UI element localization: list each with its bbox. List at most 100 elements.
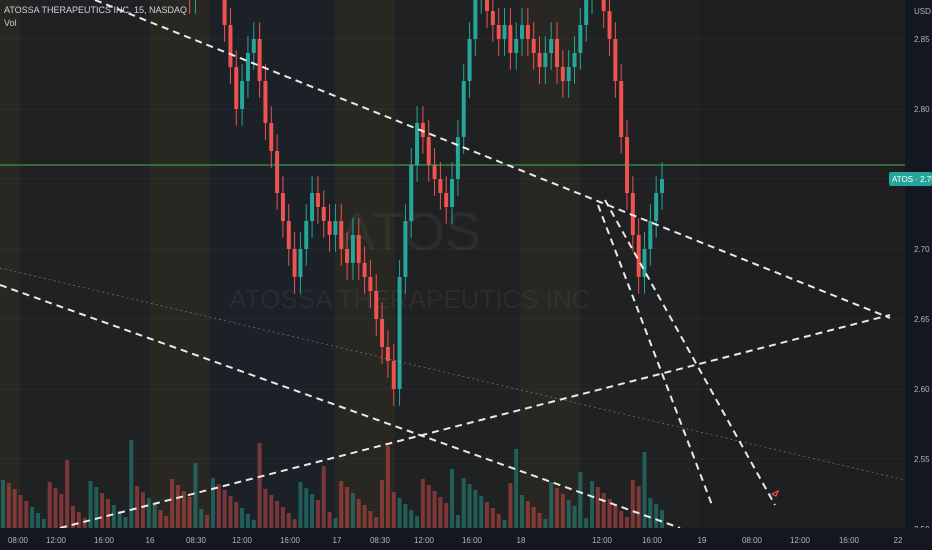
- volume-bar: [100, 493, 105, 528]
- session-band: [395, 0, 520, 528]
- volume-bar: [590, 481, 595, 528]
- volume-bar: [619, 511, 624, 528]
- candle-body: [257, 39, 262, 81]
- candle-body: [490, 11, 495, 25]
- candle-body: [502, 25, 507, 39]
- volume-bar: [263, 489, 268, 528]
- candle-body: [461, 81, 466, 137]
- candle-body: [374, 291, 379, 319]
- volume-bar: [409, 510, 414, 528]
- volume-bar: [12, 489, 17, 528]
- volume-bar: [269, 495, 274, 528]
- candle-body: [660, 179, 664, 193]
- time-tick-label: 22: [894, 536, 903, 545]
- time-tick-label: 12:00: [790, 536, 811, 545]
- volume-bar: [181, 491, 186, 528]
- volume-bar: [467, 484, 472, 528]
- alert-marker-icon[interactable]: [770, 489, 780, 497]
- horizontal-lines[interactable]: [0, 0, 905, 166]
- volume-bar: [298, 482, 303, 528]
- candle-body: [537, 53, 542, 67]
- price-tick-label: 2.70: [914, 245, 930, 254]
- volume-bar: [444, 503, 449, 528]
- volume-bar: [362, 505, 367, 528]
- candle-body: [549, 39, 554, 53]
- volume-bar: [543, 519, 548, 528]
- time-tick-label: 17: [333, 536, 342, 545]
- volume-bar: [175, 485, 180, 528]
- candle-body: [251, 39, 256, 53]
- watermark-name: ATOSSA THERAPEUTICS INC: [229, 284, 590, 314]
- volume-bar: [584, 518, 589, 528]
- volume-bar: [397, 498, 402, 528]
- trendline: [597, 204, 713, 506]
- volume-bar: [123, 517, 128, 528]
- volume-bar: [601, 493, 606, 528]
- volume-bar: [607, 499, 612, 528]
- price-axis[interactable]: 3.103.053.002.952.902.852.802.752.702.65…: [905, 0, 932, 550]
- volume-bar: [18, 495, 23, 528]
- candle-body: [286, 221, 291, 249]
- candle-body: [228, 25, 233, 67]
- volume-bar: [251, 520, 256, 528]
- candle-body: [380, 319, 385, 347]
- volume-bar: [374, 517, 379, 528]
- volume-bar: [88, 481, 93, 528]
- grid-lines: [0, 0, 905, 529]
- candle-body: [426, 137, 431, 165]
- volume-bar: [257, 443, 262, 528]
- volume-bar: [327, 512, 332, 528]
- volume-bar: [356, 499, 361, 528]
- candle-body: [409, 165, 414, 221]
- candle-body: [630, 193, 635, 235]
- volume-bar: [485, 502, 490, 528]
- price-tick-label: 2.55: [914, 455, 930, 464]
- volume-bar: [6, 483, 11, 528]
- volume-bar: [520, 495, 525, 528]
- volume-bar: [473, 490, 478, 528]
- time-tick-label: 16: [146, 536, 155, 545]
- volume-bar: [315, 500, 320, 528]
- volume-bar: [415, 516, 420, 528]
- volume-bar: [1, 480, 5, 528]
- time-tick-label: 08:30: [370, 536, 391, 545]
- session-band: [20, 0, 150, 528]
- candle-body: [292, 249, 297, 277]
- candle-body: [578, 25, 583, 53]
- volume-bar: [65, 460, 70, 528]
- trendlines[interactable]: [0, 0, 906, 529]
- candle-body: [642, 249, 647, 277]
- candle-body: [432, 165, 437, 179]
- volume-bar: [82, 518, 87, 528]
- volume-bar: [310, 494, 315, 528]
- volume-bar: [502, 520, 507, 528]
- candle-body: [275, 151, 280, 193]
- volume-label: Vol: [4, 18, 17, 28]
- candle-body: [350, 235, 355, 263]
- volume-bar: [275, 501, 280, 528]
- currency-label: USD: [914, 7, 931, 16]
- volume-bar: [350, 493, 355, 528]
- candle-body: [601, 0, 606, 11]
- time-tick-label: 16:00: [839, 536, 860, 545]
- volume-bar: [549, 482, 554, 528]
- symbol-title[interactable]: ATOSSA THERAPEUTICS INC, 15, NASDAQ: [4, 5, 188, 15]
- volume-bar: [450, 469, 455, 528]
- candle-body: [444, 193, 449, 207]
- volume-bar: [555, 488, 560, 528]
- time-tick-label: 08:00: [8, 536, 29, 545]
- time-axis[interactable]: 08:00 12:00 16:00 16 08:30 12:00 16:00 17 08:30 1…: [0, 528, 932, 550]
- session-background-bands: [0, 0, 905, 528]
- volume-bar: [537, 513, 542, 528]
- volume-bar: [636, 486, 641, 528]
- time-tick-label: 08:00: [742, 536, 763, 545]
- volume-bar: [420, 479, 425, 528]
- candle-body: [607, 11, 612, 39]
- volume-bar: [129, 440, 134, 528]
- candle-body: [560, 67, 565, 81]
- volume-bar: [216, 484, 221, 528]
- volume-bar: [479, 496, 484, 528]
- candle-body: [368, 277, 373, 291]
- volume-bar: [234, 502, 239, 528]
